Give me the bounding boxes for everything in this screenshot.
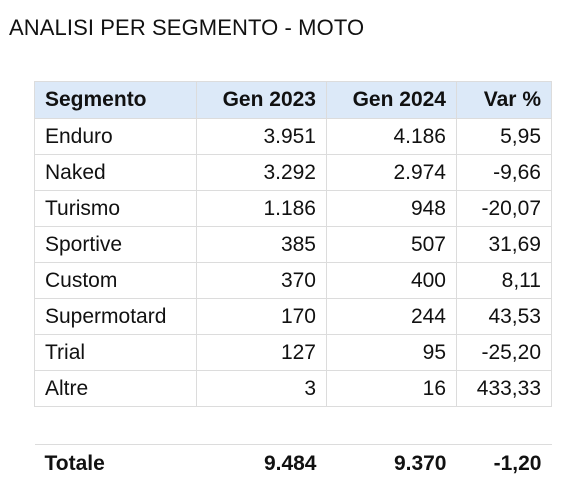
table-row: Trial 127 95 -25,20 (34, 334, 552, 371)
total-label-cell: Totale (44, 451, 105, 475)
column-header-segmento[interactable]: Segmento (34, 81, 197, 119)
gen-2024-cell: 4.186 (326, 118, 457, 155)
spacer-cell (34, 406, 197, 445)
table-header-row: Segmento Gen 2023 Gen 2024 Var % (34, 81, 552, 119)
var-pct-cell: -25,20 (456, 334, 552, 371)
total-gen-2024-cell: 9.370 (393, 451, 447, 475)
segment-name-cell: Enduro (34, 118, 197, 155)
gen-2024-cell: 948 (326, 190, 457, 227)
gen-2023-cell: 1.186 (196, 190, 327, 227)
column-header-gen-2024[interactable]: Gen 2024 (326, 81, 457, 119)
table-row: Supermotard 170 244 43,53 (34, 298, 552, 335)
segment-name-cell: Naked (34, 154, 197, 191)
var-pct-cell: 433,33 (456, 370, 552, 407)
page-title: ANALISI PER SEGMENTO - MOTO (9, 15, 365, 40)
spacer-cell (326, 406, 457, 445)
gen-2024-cell: 244 (326, 298, 457, 335)
segment-name-cell: Sportive (34, 226, 197, 263)
segment-name-cell: Supermotard (34, 298, 197, 335)
segment-name-cell: Trial (34, 334, 197, 371)
column-header-gen-2023[interactable]: Gen 2023 (196, 81, 327, 119)
var-pct-cell: -9,66 (456, 154, 552, 191)
table-row: Turismo 1.186 948 -20,07 (34, 190, 552, 227)
segment-name-cell: Custom (34, 262, 197, 299)
gen-2024-cell: 2.974 (326, 154, 457, 191)
spacer-cell (196, 406, 327, 445)
gen-2024-cell: 95 (326, 334, 457, 371)
gen-2024-cell: 16 (326, 370, 457, 407)
gen-2023-cell: 3.951 (196, 118, 327, 155)
segment-name-cell: Turismo (34, 190, 197, 227)
var-pct-cell: 31,69 (456, 226, 552, 263)
segment-table: Segmento Gen 2023 Gen 2024 Var % Enduro … (34, 81, 552, 483)
table-row: Altre 3 16 433,33 (34, 370, 552, 407)
table-total-row: Totale 9.484 9.370 -1,20 (35, 445, 552, 483)
gen-2023-cell: 370 (196, 262, 327, 299)
var-pct-cell: 43,53 (456, 298, 552, 335)
table-row: Custom 370 400 8,11 (34, 262, 552, 299)
table-row: Enduro 3.951 4.186 5,95 (34, 118, 552, 155)
gen-2024-cell: 507 (326, 226, 457, 263)
gen-2023-cell: 127 (196, 334, 327, 371)
segment-table-container: Segmento Gen 2023 Gen 2024 Var % Enduro … (34, 81, 552, 483)
table-spacer-row (34, 406, 552, 445)
gen-2023-cell: 3.292 (196, 154, 327, 191)
total-gen-2023-cell: 9.484 (263, 451, 317, 475)
var-pct-cell: -20,07 (456, 190, 552, 227)
table-row: Sportive 385 507 31,69 (34, 226, 552, 263)
spacer-cell (456, 406, 552, 445)
var-pct-cell: 8,11 (456, 262, 552, 299)
table-row: Naked 3.292 2.974 -9,66 (34, 154, 552, 191)
column-header-var-pct[interactable]: Var % (456, 81, 552, 119)
var-pct-cell: 5,95 (456, 118, 552, 155)
gen-2023-cell: 385 (196, 226, 327, 263)
gen-2023-cell: 3 (196, 370, 327, 407)
total-var-pct-cell: -1,20 (493, 451, 542, 475)
segment-name-cell: Altre (34, 370, 197, 407)
gen-2023-cell: 170 (196, 298, 327, 335)
gen-2024-cell: 400 (326, 262, 457, 299)
